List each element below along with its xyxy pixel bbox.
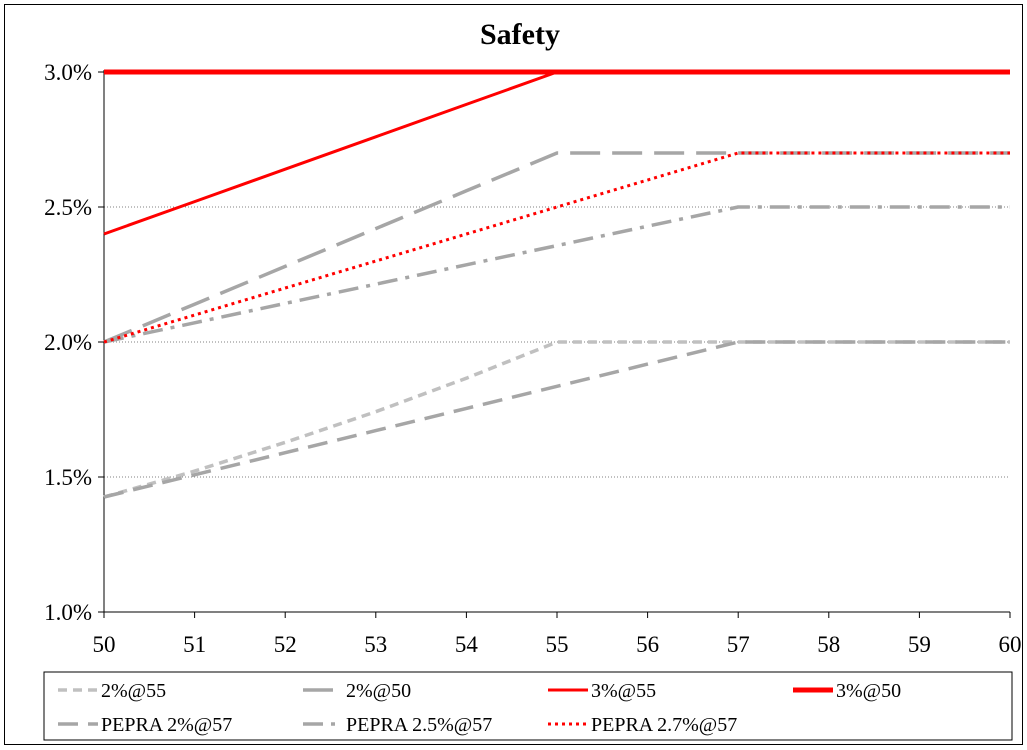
legend-label: PEPRA 2.5%@57 <box>346 714 492 736</box>
x-tick-label: 60 <box>999 632 1022 657</box>
x-tick-label: 53 <box>364 632 387 657</box>
y-tick-label: 2.5% <box>44 195 92 220</box>
legend-label: 2%@55 <box>101 680 166 702</box>
x-tick-label: 54 <box>455 632 479 657</box>
series-line-6 <box>103 205 1010 344</box>
x-tick-label: 51 <box>183 632 206 657</box>
x-tick-label: 58 <box>817 632 840 657</box>
y-tick-label: 1.5% <box>44 465 92 490</box>
x-tick-label: 59 <box>908 632 931 657</box>
series-line-5 <box>103 340 1010 499</box>
chart-frame <box>4 4 1023 745</box>
x-tick-label: 55 <box>546 632 569 657</box>
legend-label: 3%@55 <box>591 680 656 702</box>
x-tick-label: 57 <box>727 632 750 657</box>
series-lines <box>103 69 1010 499</box>
chart-title: Safety <box>480 18 560 51</box>
gridlines <box>104 71 1010 478</box>
x-tick-label: 50 <box>93 632 116 657</box>
legend-box <box>43 671 1013 741</box>
legend-label: PEPRA 2.7%@57 <box>591 714 737 736</box>
axes: 1.0% 1.5% 2.0% 2.5% 3.0% 50 51 52 53 54 55 56 57 58 59… <box>44 60 1021 657</box>
series-line-2 <box>103 151 1010 344</box>
series-line-1 <box>103 340 1010 499</box>
y-tick-label: 2.0% <box>44 330 92 355</box>
y-tick-label: 3.0% <box>44 60 92 85</box>
legend-label: 2%@50 <box>346 680 411 702</box>
x-tick-label: 52 <box>274 632 297 657</box>
x-tick-label: 56 <box>636 632 659 657</box>
legend: 2%@55 2%@50 3%@55 3%@50 PEPRA 2%@57 PEPRA 2.5… <box>58 680 901 736</box>
legend-label: PEPRA 2%@57 <box>101 714 232 736</box>
y-tick-label: 1.0% <box>44 600 92 625</box>
legend-label: 3%@50 <box>836 680 901 702</box>
